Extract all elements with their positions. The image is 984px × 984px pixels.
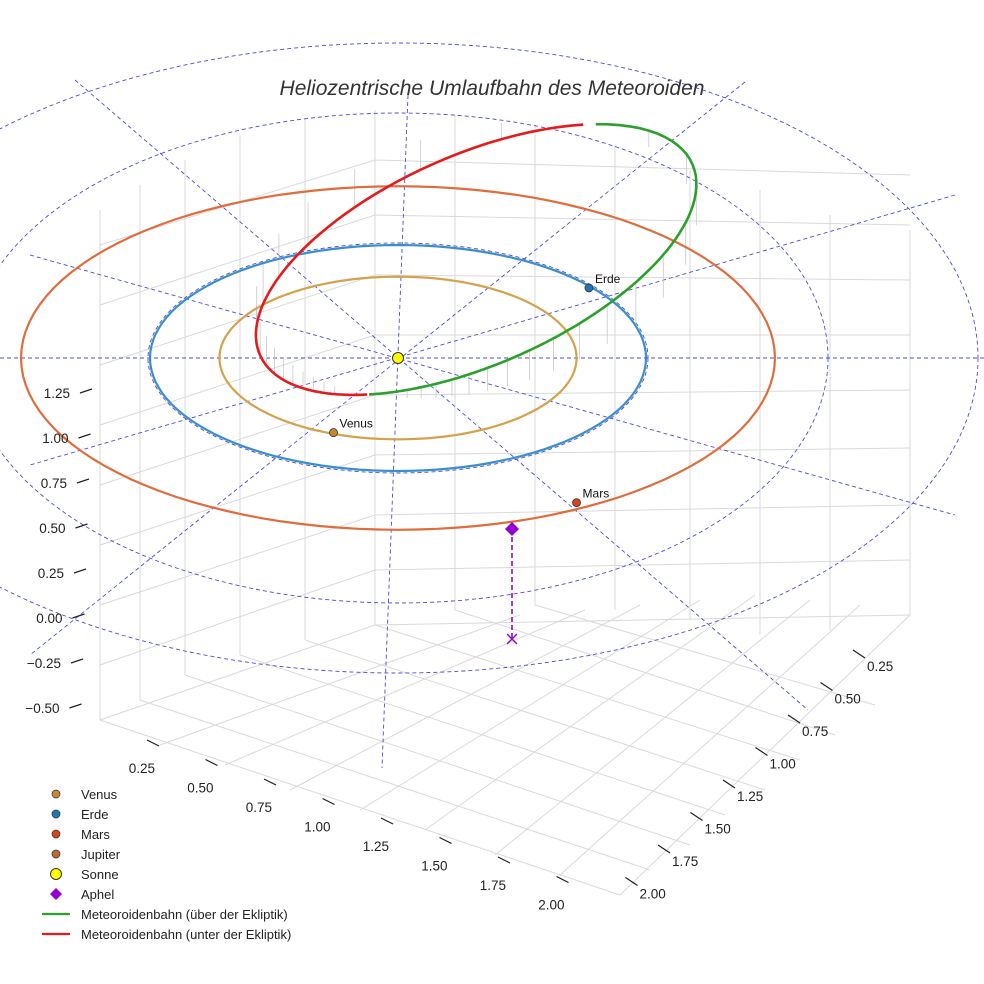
z-tick-mark xyxy=(76,478,90,484)
y-tick-label: 0.75 xyxy=(802,724,828,739)
mars-marker xyxy=(572,498,581,508)
legend-label-venus: Venus xyxy=(81,787,118,802)
legend-swatch-sonne xyxy=(50,868,62,880)
y-tick-mark xyxy=(722,779,736,789)
legend: Venus Erde Mars Jupiter Sonne Aphel Meteoroide… xyxy=(42,787,291,942)
z-tick-mark xyxy=(78,433,91,439)
legend-label-aphel: Aphel xyxy=(81,887,114,902)
y-tick-mark xyxy=(755,747,768,756)
legend-swatch-mars xyxy=(51,829,61,839)
aphel-diamond xyxy=(505,522,519,536)
y-tick-label: 2.00 xyxy=(640,887,666,902)
mars-label: Mars xyxy=(583,487,610,501)
x-tick-mark xyxy=(497,856,511,864)
y-tick-mark xyxy=(657,844,671,854)
z-tick-mark xyxy=(73,568,87,574)
z-tick-label: 0.50 xyxy=(39,521,65,536)
z-tick-mark xyxy=(70,658,84,664)
z-tick-mark xyxy=(79,388,93,394)
orbit-erde xyxy=(148,243,648,473)
x-tick-mark xyxy=(146,739,160,747)
legend-swatch-venus xyxy=(51,789,61,799)
meteoroid-orbit-below xyxy=(254,123,584,397)
legend-swatch-aphel xyxy=(50,888,62,900)
legend-label-meteoroidenbahn-unter-der-ekliptik: Meteoroidenbahn (unter der Ekliptik) xyxy=(81,927,291,942)
x-tick-mark xyxy=(205,758,218,767)
x-tick-label: 1.75 xyxy=(480,878,506,893)
y-tick-mark xyxy=(625,877,638,886)
z-tick-label: −0.25 xyxy=(27,656,61,671)
sun-marker xyxy=(392,352,404,364)
aphel-projection-cross xyxy=(506,633,518,645)
z-tick-label: 1.00 xyxy=(42,431,68,446)
meteoroid-orbit-above xyxy=(369,122,698,396)
x-tick-label: 0.75 xyxy=(246,800,272,815)
y-tick-label: 1.75 xyxy=(672,854,698,869)
z-axis-ticks: 1.25 1.00 0.75 0.50 0.25 0.00 −0.25 −0.50 xyxy=(25,386,93,716)
legend-label-sonne: Sonne xyxy=(81,867,119,882)
legend-label-meteoroidenbahn-über-der-ekliptik: Meteoroidenbahn (über der Ekliptik) xyxy=(81,907,288,922)
z-tick-mark xyxy=(72,613,85,619)
x-tick-label: 1.25 xyxy=(363,839,389,854)
erde-label: Erde xyxy=(595,272,621,286)
projection-stems xyxy=(255,122,697,399)
y-tick-label: 0.50 xyxy=(835,692,861,707)
y-tick-mark xyxy=(852,649,866,659)
x-tick-mark xyxy=(322,797,335,806)
y-tick-label: 1.25 xyxy=(737,789,763,804)
planet-orbits xyxy=(19,185,777,531)
ecliptic-reference-grid xyxy=(0,42,984,769)
x-tick-mark xyxy=(380,817,394,825)
bodies: Venus Erde Mars xyxy=(329,272,621,508)
x-tick-label: 0.50 xyxy=(187,781,213,796)
y-tick-mark xyxy=(787,714,801,724)
z-tick-label: 1.25 xyxy=(44,386,70,401)
y-tick-label: 1.50 xyxy=(705,822,731,837)
x-tick-label: 1.00 xyxy=(304,820,330,835)
z-tick-label: 0.25 xyxy=(38,566,64,581)
z-tick-label: 0.75 xyxy=(41,476,67,491)
legend-label-erde: Erde xyxy=(81,807,108,822)
aphel-marker-group xyxy=(505,522,519,645)
legend-label-jupiter: Jupiter xyxy=(81,847,121,862)
z-tick-label: 0.00 xyxy=(36,611,62,626)
x-tick-mark xyxy=(263,778,277,786)
legend-swatch-erde xyxy=(51,809,61,819)
y-tick-label: 0.25 xyxy=(867,659,893,674)
z-tick-label: −0.50 xyxy=(25,701,59,716)
x-tick-label: 0.25 xyxy=(129,761,155,776)
meteoroid-orbit xyxy=(254,122,698,397)
orbit-mars xyxy=(19,185,777,531)
y-axis-ticks: 0.25 0.50 0.75 1.00 1.25 1.50 1.75 2.00 xyxy=(625,649,893,902)
y-tick-mark xyxy=(690,812,703,821)
x-axis-ticks: 0.25 0.50 0.75 1.00 1.25 1.50 1.75 2.00 xyxy=(129,739,569,913)
x-tick-label: 2.00 xyxy=(538,898,564,913)
legend-swatch-jupiter xyxy=(51,849,61,859)
axis-panes xyxy=(99,110,911,896)
x-tick-label: 1.50 xyxy=(421,859,447,874)
venus-label: Venus xyxy=(340,417,373,431)
x-tick-mark xyxy=(439,836,452,845)
erde-marker xyxy=(584,283,594,293)
z-tick-mark xyxy=(69,703,82,709)
x-tick-mark xyxy=(556,875,569,884)
orbit-venus xyxy=(218,275,578,441)
z-tick-mark xyxy=(75,523,88,529)
chart-title: Heliozentrische Umlaufbahn des Meteoroid… xyxy=(280,77,705,100)
venus-marker xyxy=(329,428,338,437)
y-tick-label: 1.00 xyxy=(770,757,796,772)
legend-label-mars: Mars xyxy=(81,827,110,842)
y-tick-mark xyxy=(820,682,833,691)
